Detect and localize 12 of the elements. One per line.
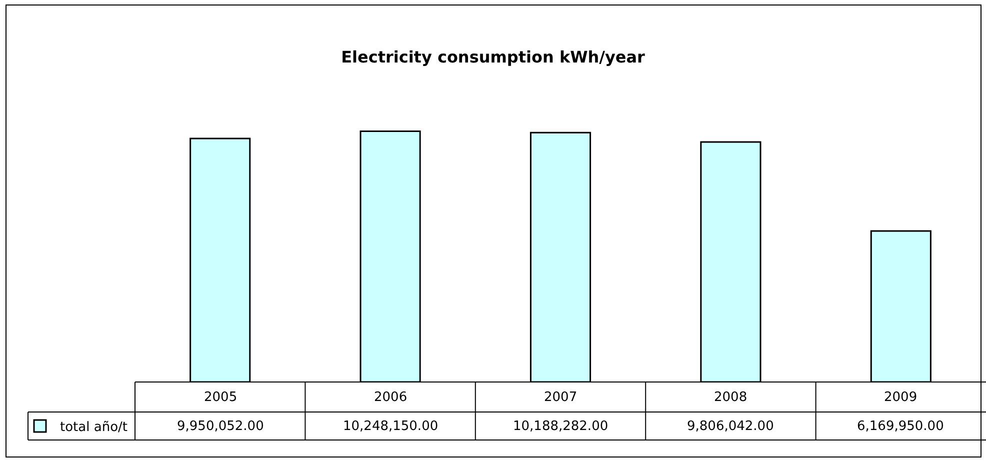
x-tick-label: 2005 xyxy=(204,390,238,405)
chart-title: Electricity consumption kWh/year xyxy=(341,48,646,67)
data-label: 6,169,950.00 xyxy=(857,419,944,434)
x-tick-label: 2008 xyxy=(714,390,748,405)
x-tick-label: 2007 xyxy=(544,390,578,405)
data-label: 10,248,150.00 xyxy=(343,419,438,434)
data-label: 9,806,042.00 xyxy=(687,419,774,434)
x-tick-label: 2009 xyxy=(884,390,918,405)
data-label: 10,188,282.00 xyxy=(513,419,608,434)
data-label: 9,950,052.00 xyxy=(177,419,264,434)
x-tick-label: 2006 xyxy=(374,390,408,405)
legend-label: total año/t xyxy=(60,420,128,436)
